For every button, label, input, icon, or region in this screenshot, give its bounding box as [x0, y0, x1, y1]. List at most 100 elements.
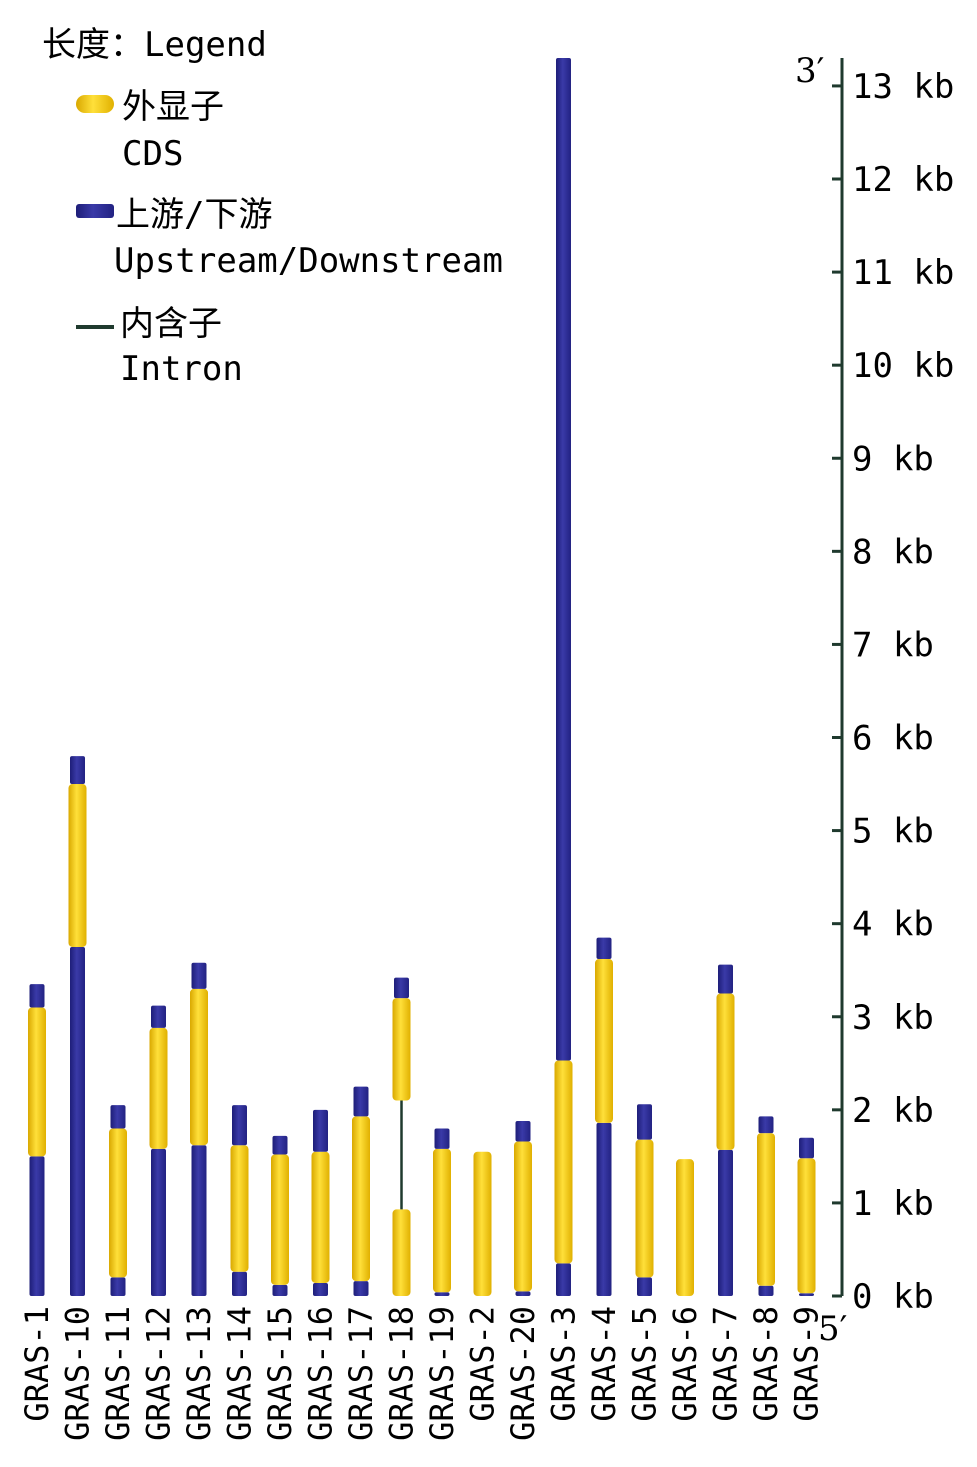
gene-label-gras-11: GRAS-11: [99, 1306, 137, 1441]
gene-bar-gras-20: [514, 1121, 532, 1296]
gene-bar-gras-12: [150, 1006, 168, 1296]
gene-bar-gras-14: [231, 1105, 249, 1296]
y-tick-label-0: 0 kb: [852, 1277, 934, 1317]
segment-utr: [313, 1283, 328, 1296]
segment-cds: [757, 1133, 775, 1286]
legend-label-intron-cn: 内含子: [120, 304, 222, 344]
gene-label-gras-1: GRAS-1: [18, 1306, 56, 1422]
legend: 长度：Legend 外显子 CDS 上游/下游 Upstream/Downstr…: [42, 25, 503, 389]
y-tick-label-10: 10 kb: [852, 346, 954, 386]
y-tick-label-6: 6 kb: [852, 719, 934, 759]
gene-bar-gras-13: [190, 963, 208, 1296]
y-tick-label-9: 9 kb: [852, 439, 934, 479]
segment-utr: [637, 1277, 652, 1296]
gene-bar-gras-5: [636, 1104, 654, 1296]
gene-label-gras-9: GRAS-9: [788, 1306, 826, 1422]
segment-utr: [30, 1156, 45, 1296]
y-axis-ticks: 0 kb1 kb2 kb3 kb4 kb5 kb6 kb7 kb8 kb9 kb…: [832, 67, 954, 1317]
segment-cds: [150, 1028, 168, 1149]
gene-bar-gras-7: [717, 965, 735, 1296]
segment-utr: [718, 1150, 733, 1296]
gene-label-gras-3: GRAS-3: [545, 1306, 583, 1422]
gene-label-gras-18: GRAS-18: [383, 1306, 421, 1441]
segment-cds: [312, 1152, 330, 1283]
gene-label-gras-8: GRAS-8: [747, 1306, 785, 1422]
legend-label-cds-en: CDS: [122, 134, 183, 174]
gene-label-gras-5: GRAS-5: [626, 1306, 664, 1422]
legend-label-intron-en: Intron: [120, 349, 243, 389]
gene-bar-gras-10: [69, 756, 87, 1296]
segment-utr: [759, 1286, 774, 1296]
gene-label-gras-13: GRAS-13: [180, 1306, 218, 1441]
gene-bar-gras-16: [312, 1110, 330, 1296]
gene-bar-gras-1: [28, 984, 46, 1296]
legend-swatch-cds: [76, 95, 114, 113]
gene-bar-gras-3: [555, 58, 573, 1296]
segment-cds: [798, 1158, 816, 1293]
segment-cds: [676, 1159, 694, 1296]
segment-cds: [271, 1155, 289, 1285]
gene-label-gras-19: GRAS-19: [423, 1306, 461, 1441]
segment-cds: [69, 784, 87, 947]
segment-cds: [433, 1149, 451, 1292]
segment-utr: [516, 1291, 531, 1296]
segment-utr: [232, 1105, 247, 1145]
segment-cds: [393, 998, 411, 1100]
segment-utr: [151, 1149, 166, 1296]
gene-label-gras-20: GRAS-20: [504, 1306, 542, 1441]
segment-utr: [597, 1123, 612, 1296]
gene-label-gras-7: GRAS-7: [707, 1306, 745, 1422]
segment-utr: [151, 1006, 166, 1028]
segment-utr: [597, 938, 612, 959]
segment-utr: [70, 756, 85, 784]
y-tick-label-4: 4 kb: [852, 905, 934, 945]
segment-utr: [799, 1293, 814, 1296]
segment-utr: [435, 1128, 450, 1148]
segment-cds: [352, 1116, 370, 1281]
y-tick-label-8: 8 kb: [852, 532, 934, 572]
gene-bar-gras-11: [109, 1105, 127, 1296]
legend-label-utr-en: Upstream/Downstream: [114, 241, 503, 281]
gene-labels: GRAS-1GRAS-10GRAS-11GRAS-12GRAS-13GRAS-1…: [18, 1306, 826, 1441]
legend-title: 长度：Legend: [42, 25, 267, 65]
legend-swatch-intron: [76, 325, 114, 329]
gene-bar-gras-15: [271, 1136, 289, 1296]
gene-label-gras-6: GRAS-6: [666, 1306, 704, 1422]
y-axis: 3′ 5′ 0 kb1 kb2 kb3 kb4 kb5 kb6 kb7 kb8 …: [795, 51, 954, 1349]
segment-utr: [192, 963, 207, 989]
y-tick-label-5: 5 kb: [852, 812, 934, 852]
y-tick-label-2: 2 kb: [852, 1091, 934, 1131]
gene-label-gras-2: GRAS-2: [464, 1306, 502, 1422]
gene-label-gras-15: GRAS-15: [261, 1306, 299, 1441]
gene-label-gras-4: GRAS-4: [585, 1306, 623, 1422]
segment-utr: [232, 1272, 247, 1296]
y-tick-label-12: 12 kb: [852, 160, 954, 200]
segment-utr: [556, 1263, 571, 1296]
gene-bar-gras-17: [352, 1087, 370, 1296]
segment-utr: [313, 1110, 328, 1152]
gene-label-gras-14: GRAS-14: [221, 1306, 259, 1441]
segment-utr: [799, 1138, 814, 1158]
segment-cds: [514, 1141, 532, 1291]
segment-utr: [273, 1136, 288, 1155]
legend-label-utr-cn: 上游/下游: [116, 195, 272, 235]
gene-label-gras-17: GRAS-17: [342, 1306, 380, 1441]
segment-cds: [190, 989, 208, 1145]
y-tick-label-7: 7 kb: [852, 625, 934, 665]
segment-utr: [192, 1145, 207, 1296]
segment-utr: [759, 1116, 774, 1133]
segment-utr: [394, 978, 409, 998]
segment-utr: [516, 1121, 531, 1141]
segment-cds: [109, 1128, 127, 1277]
segment-cds: [717, 993, 735, 1149]
gene-bar-gras-19: [433, 1128, 451, 1296]
gene-label-gras-16: GRAS-16: [302, 1306, 340, 1441]
gene-bar-gras-18: [393, 978, 411, 1296]
segment-cds: [636, 1140, 654, 1278]
segment-cds: [474, 1152, 492, 1296]
gene-bar-gras-2: [474, 1152, 492, 1296]
segment-utr: [273, 1285, 288, 1296]
segment-cds: [393, 1209, 411, 1296]
y-tick-label-3: 3 kb: [852, 998, 934, 1038]
